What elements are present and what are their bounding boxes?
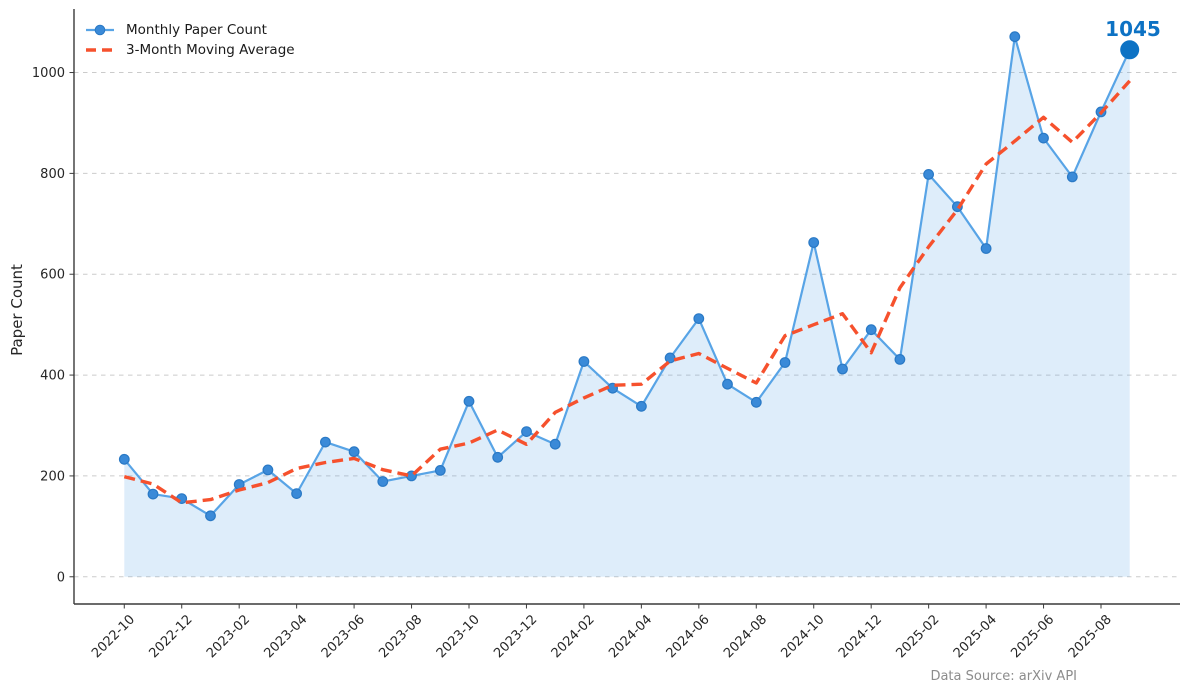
x-tick-label: 2024-08	[721, 612, 770, 661]
data-point-marker	[779, 357, 791, 368]
legend: Monthly Paper Count 3-Month Moving Avera…	[80, 16, 305, 64]
legend-item-monthly-paper-count: Monthly Paper Count	[84, 20, 295, 40]
data-point-marker	[693, 313, 705, 325]
data-point-marker	[463, 395, 475, 407]
x-tick-label: 2024-10	[779, 612, 828, 661]
data-point-marker	[434, 465, 446, 476]
data-point-marker	[1038, 132, 1049, 144]
data-point-marker	[377, 476, 389, 487]
series-layer	[118, 31, 1140, 577]
data-point-marker	[923, 168, 934, 180]
x-tick-label: 2025-08	[1066, 612, 1115, 661]
data-point-marker	[492, 451, 504, 463]
x-tick-label: 2025-02	[893, 612, 942, 661]
data-point-marker	[750, 396, 762, 408]
y-tick-label: 1000	[32, 66, 65, 81]
data-point-marker	[521, 426, 532, 438]
x-tick-label: 2023-06	[319, 612, 368, 661]
data-point-marker	[549, 438, 561, 450]
legend-label-moving-average: 3-Month Moving Average	[126, 42, 295, 58]
last-point-highlight-marker	[1120, 40, 1140, 60]
x-tick-label: 2022-12	[147, 612, 196, 661]
x-tick-label: 2024-12	[836, 612, 885, 661]
data-point-marker	[894, 354, 906, 365]
y-tick-label: 600	[40, 268, 65, 283]
x-tick-label: 2024-06	[664, 612, 713, 661]
x-tick-label: 2024-02	[549, 612, 598, 661]
legend-dashed-line-sample-icon	[86, 48, 114, 52]
data-point-marker	[118, 453, 130, 465]
y-tick-label: 400	[40, 369, 65, 384]
y-tick-label: 200	[40, 469, 65, 484]
data-point-marker	[262, 464, 274, 476]
x-tick-label: 2023-12	[491, 612, 540, 661]
annotation-last-value: 1045	[1105, 17, 1161, 41]
area-fill	[124, 36, 1130, 577]
data-point-marker	[980, 243, 992, 254]
data-point-marker	[636, 400, 647, 412]
x-tick-label: 2023-08	[376, 612, 425, 661]
legend-item-moving-average: 3-Month Moving Average	[84, 40, 295, 60]
data-source-note: Data Source: arXiv API	[930, 669, 1077, 684]
data-point-marker	[320, 436, 331, 448]
x-tick-label: 2023-02	[204, 612, 253, 661]
data-point-marker	[1009, 31, 1021, 43]
x-tick-label: 2024-04	[606, 612, 655, 661]
data-point-marker	[722, 378, 733, 390]
data-point-marker	[664, 352, 676, 364]
x-tick-label: 2023-10	[434, 612, 483, 661]
y-axis-title: Paper Count	[8, 264, 26, 356]
y-tick-label: 0	[57, 570, 65, 585]
x-tick-label: 2022-10	[89, 612, 138, 661]
legend-line-marker-sample-icon	[86, 24, 114, 36]
data-point-marker	[1066, 171, 1078, 183]
x-tick-label: 2025-06	[1008, 612, 1057, 661]
y-tick-label: 800	[40, 167, 65, 182]
data-point-marker	[348, 446, 360, 458]
data-point-marker	[837, 363, 848, 375]
moving-average-line	[123, 79, 1131, 505]
data-point-marker	[578, 356, 590, 367]
data-point-marker	[291, 488, 303, 500]
data-point-marker	[808, 237, 820, 248]
data-point-marker	[205, 510, 216, 522]
data-point-marker	[865, 324, 877, 336]
x-tick-label: 2023-04	[261, 612, 310, 661]
monthly-paper-count-line	[123, 35, 1131, 517]
x-tick-label: 2025-04	[951, 612, 1000, 661]
legend-label-monthly-paper-count: Monthly Paper Count	[126, 22, 267, 38]
data-point-marker	[147, 488, 159, 500]
